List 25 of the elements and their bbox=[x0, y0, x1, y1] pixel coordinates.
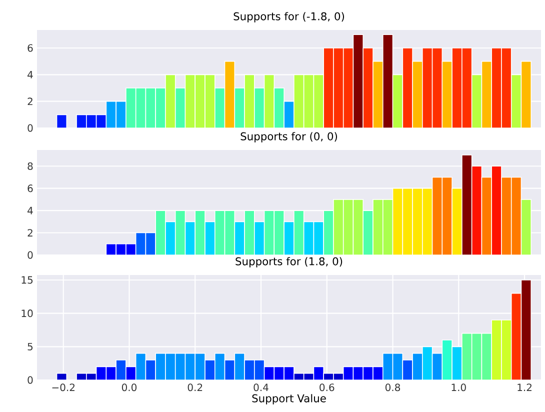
chart-title: Supports for (0, 0) bbox=[240, 132, 338, 142]
y-tick-label: 2 bbox=[28, 98, 32, 106]
y-tick-label: 6 bbox=[28, 184, 33, 192]
x-tick-label: 0.2 bbox=[188, 384, 202, 392]
x-tick-label: 0.6 bbox=[320, 384, 334, 392]
y-tick-label: 4 bbox=[28, 71, 33, 78]
x-tick-label: 0.4 bbox=[254, 384, 268, 392]
x-tick-label: 1.2 bbox=[518, 384, 532, 392]
y-tick-label: 8 bbox=[28, 162, 33, 170]
y-tick-label: 10 bbox=[22, 310, 33, 318]
chart-title: Supports for (1.8, 0) bbox=[236, 257, 342, 268]
y-tick-label: 0 bbox=[28, 251, 33, 259]
y-tick-label: 6 bbox=[28, 44, 33, 52]
y-tick-label: 0 bbox=[28, 124, 33, 132]
y-tick-label: 15 bbox=[22, 276, 33, 284]
y-tick-label: 2 bbox=[28, 229, 32, 236]
x-axis-title: Support Value bbox=[252, 394, 326, 404]
x-tick-label: 1.0 bbox=[452, 384, 466, 392]
x-tick-label: 0.0 bbox=[122, 384, 137, 392]
x-tick-label: −0.2 bbox=[52, 384, 74, 392]
y-tick-label: 4 bbox=[28, 206, 33, 214]
y-tick-label: 0 bbox=[28, 376, 33, 384]
x-tick-label: 0.8 bbox=[385, 384, 400, 392]
y-tick-label: 5 bbox=[28, 342, 33, 350]
chart-title: Supports for (-1.8, 0) bbox=[234, 12, 344, 22]
